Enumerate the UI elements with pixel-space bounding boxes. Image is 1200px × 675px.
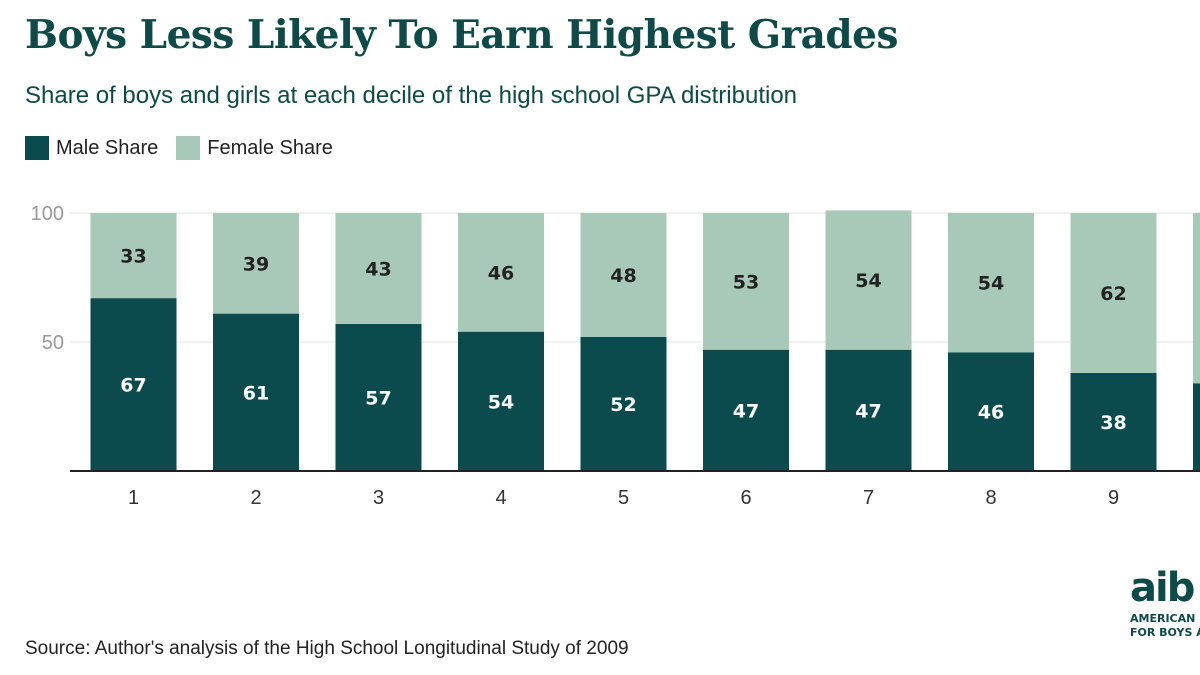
- bar-female: [703, 213, 789, 350]
- bar-male: [458, 331, 544, 471]
- data-label-male: 52: [610, 394, 636, 416]
- bar-female: [825, 210, 912, 350]
- aibm-logo: aib AMERICAN FOR BOYS A: [1128, 568, 1200, 648]
- data-label-female: 53: [733, 271, 759, 293]
- bar-female: [1193, 213, 1200, 384]
- logo-line-2: FOR BOYS A: [1130, 626, 1200, 639]
- x-tick-label: 5: [618, 487, 629, 509]
- bar-female: [458, 213, 544, 332]
- data-label-male: 47: [733, 400, 759, 422]
- chart-title: Boys Less Likely To Earn Highest Grades: [25, 12, 898, 58]
- chart-subtitle: Share of boys and girls at each decile o…: [25, 82, 798, 109]
- data-label-female: 43: [365, 258, 391, 280]
- logo-mark: aib: [1130, 568, 1195, 611]
- x-tick-label: 9: [1108, 487, 1119, 509]
- x-tick-label: 1: [128, 487, 139, 509]
- data-label-male: 38: [1100, 412, 1126, 434]
- legend-swatch-female: [176, 136, 201, 160]
- data-label-male: 47: [855, 400, 881, 422]
- source-note: Source: Author's analysis of the High Sc…: [25, 638, 629, 659]
- bar-female: [948, 213, 1034, 353]
- logo-line-1: AMERICAN: [1130, 612, 1196, 625]
- data-label-female: 39: [243, 253, 269, 275]
- x-tick-label: 3: [373, 487, 384, 509]
- legend-swatch-male: [25, 136, 49, 160]
- bar-male: [335, 323, 422, 471]
- legend-item-female: Female Share: [176, 136, 333, 160]
- data-label-male: 67: [120, 375, 146, 397]
- bar-male: [825, 349, 912, 471]
- bar-female: [1070, 213, 1157, 373]
- bar-female: [335, 213, 422, 324]
- legend-item-male: Male Share: [25, 136, 158, 160]
- stacked-bar-chart: 5010067331613925743354464524854753647547…: [31, 203, 1200, 509]
- bar-male: [948, 352, 1034, 471]
- bar-male: [90, 298, 177, 471]
- bar-female: [90, 213, 177, 299]
- data-label-female: 62: [1100, 283, 1126, 305]
- data-label-female: 48: [610, 265, 636, 287]
- bar-male: [1070, 372, 1157, 471]
- x-tick-label: 2: [250, 487, 261, 509]
- x-tick-label: 8: [985, 487, 996, 509]
- legend-label-female: Female Share: [207, 136, 333, 159]
- bar-male: [580, 336, 667, 471]
- y-tick-label: 100: [31, 203, 64, 225]
- x-tick-label: 6: [740, 487, 751, 509]
- data-label-male: 54: [488, 391, 514, 413]
- y-tick-label: 50: [42, 332, 64, 354]
- data-label-male: 57: [365, 387, 391, 409]
- data-label-female: 33: [120, 246, 146, 268]
- legend-label-male: Male Share: [56, 136, 159, 159]
- data-label-female: 46: [488, 262, 514, 284]
- data-label-female: 54: [978, 273, 1004, 295]
- bar-male: [213, 313, 299, 471]
- bar-male: [703, 349, 789, 471]
- x-tick-label: 4: [495, 487, 506, 509]
- data-label-female: 54: [855, 270, 881, 292]
- bar-male: [1193, 383, 1200, 471]
- data-label-male: 61: [243, 382, 269, 404]
- legend: Male Share Female Share: [25, 136, 351, 160]
- bar-female: [213, 213, 299, 314]
- x-tick-label: 7: [863, 487, 874, 509]
- data-label-male: 46: [978, 402, 1004, 424]
- bar-female: [580, 213, 667, 337]
